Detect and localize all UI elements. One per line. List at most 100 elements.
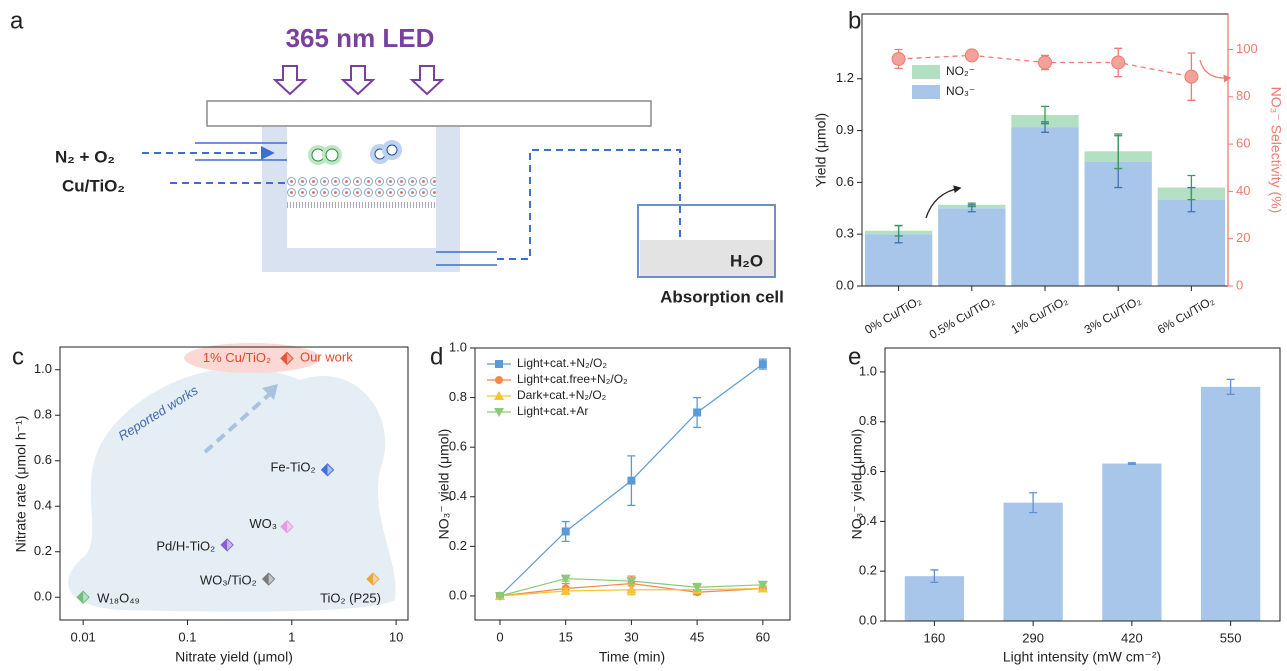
y2-axis-label: NO₃⁻ Selectivity (%) xyxy=(1268,87,1284,214)
error-bar xyxy=(1127,462,1136,465)
solution-label: H₂O xyxy=(730,251,763,270)
marker-fill xyxy=(321,463,328,476)
marker xyxy=(1038,55,1052,70)
catalyst-layer xyxy=(287,176,436,198)
marker xyxy=(757,580,768,590)
marker xyxy=(561,527,570,536)
marker xyxy=(560,574,571,584)
marker xyxy=(1111,55,1126,70)
y-tick-label: 0.3 xyxy=(836,226,854,241)
bar xyxy=(904,576,964,621)
light-arrows xyxy=(272,65,445,96)
setup-diagram: a 365 nm LED N₂ + O₂ Cu/TiO₂ H₂O Absorpt… xyxy=(10,7,784,306)
x-tick-label: 420 xyxy=(1121,630,1143,645)
panel-label: a xyxy=(10,7,24,34)
gas-label: N₂ + O₂ xyxy=(55,147,115,166)
y-tick-label: 0.2 xyxy=(449,538,467,553)
inlet-pipe xyxy=(195,142,287,161)
panel-label: c xyxy=(12,343,24,370)
bar xyxy=(938,208,1006,286)
marker xyxy=(494,391,504,400)
error-bar xyxy=(1226,378,1235,395)
y-tick-label: 1.0 xyxy=(449,339,467,354)
error-bar xyxy=(1187,174,1196,201)
y-tick-label: 0.0 xyxy=(34,589,52,604)
bar xyxy=(1201,386,1261,621)
y-tick-label: 0.2 xyxy=(859,563,877,578)
marker-fill xyxy=(281,352,288,365)
x-tick-label: 290 xyxy=(1022,630,1044,645)
bar xyxy=(1003,502,1063,621)
marker xyxy=(692,583,703,593)
x-tick-label: 160 xyxy=(924,630,946,645)
y-tick-label: 1.2 xyxy=(836,70,854,85)
marker xyxy=(560,585,571,595)
legend-label: Light+cat.+Ar xyxy=(517,404,588,418)
water xyxy=(640,240,774,276)
point-label: W₁₈O₄₉ xyxy=(97,591,140,606)
y-tick-label: 0.8 xyxy=(859,413,877,428)
lid xyxy=(206,100,652,127)
x-tick-label: 0% Cu/TiO₂ xyxy=(862,293,924,337)
y-tick-label: 0.6 xyxy=(836,174,854,189)
marker xyxy=(495,376,503,384)
point-label: Fe-TiO₂ xyxy=(270,459,315,474)
y-axis-label: NO₃⁻ yield (μmol) xyxy=(849,429,865,540)
legend-label: Light+cat.free+N₂/O₂ xyxy=(517,372,628,386)
marker xyxy=(693,408,702,417)
y-tick-label: 0.6 xyxy=(859,463,877,478)
marker-fill xyxy=(281,520,288,533)
marker xyxy=(320,463,335,477)
marker xyxy=(366,572,380,586)
x-tick-label: 0 xyxy=(496,629,503,644)
error-bar xyxy=(930,569,939,584)
point-label: WO₃ xyxy=(249,516,277,531)
y2-tick-label: 40 xyxy=(1236,183,1250,198)
y-tick-label: 0.2 xyxy=(34,543,52,558)
x-tick-label: 550 xyxy=(1220,630,1242,645)
marker xyxy=(494,591,505,601)
plot-frame xyxy=(474,347,791,621)
trend-arrowhead xyxy=(262,384,278,400)
error-bar xyxy=(1029,492,1038,514)
marker xyxy=(494,408,504,417)
point-label: WO₃/TiO₂ xyxy=(200,572,257,587)
legend-label: Light+cat.+N₂/O₂ xyxy=(517,356,607,370)
absorption-cell xyxy=(637,204,776,278)
x-tick-label: 15 xyxy=(558,629,572,644)
y-tick-label: 1.0 xyxy=(34,361,52,376)
bar xyxy=(1157,199,1226,286)
panel-label: e xyxy=(848,343,861,370)
light-source: 365 nm LED xyxy=(286,23,435,53)
plot-frame xyxy=(884,347,1281,622)
marker xyxy=(626,577,637,587)
error-bar xyxy=(894,224,903,237)
bar xyxy=(1102,463,1162,621)
x-tick-label: 1% Cu/TiO₂ xyxy=(1009,293,1071,337)
marker xyxy=(280,351,294,366)
marker xyxy=(76,590,90,604)
y-tick-label: 0.8 xyxy=(34,407,52,422)
y-tick-label: 0.0 xyxy=(449,587,467,602)
y2-tick-label: 0 xyxy=(1236,277,1243,292)
legend-swatch xyxy=(912,85,940,99)
y-tick-label: 0.9 xyxy=(836,122,854,137)
n2-molecule xyxy=(308,145,342,165)
error-bar xyxy=(1114,133,1123,170)
y-tick-label: 0.8 xyxy=(449,389,467,404)
legend-label: Dark+cat.+N₂/O₂ xyxy=(517,388,607,402)
panel-label: b xyxy=(848,7,861,34)
marker-fill xyxy=(221,538,228,551)
point-label: TiO₂ (P25) xyxy=(320,590,381,605)
x-axis-label: Time (min) xyxy=(599,649,665,665)
x-tick-label: 45 xyxy=(690,629,704,644)
bar xyxy=(1011,127,1079,286)
x-tick-label: 60 xyxy=(756,629,770,644)
x-tick-label: 6% Cu/TiO₂ xyxy=(1155,293,1217,337)
x-tick-label: 0.01 xyxy=(70,629,95,644)
panel-label: d xyxy=(430,343,443,370)
y2-tick-label: 80 xyxy=(1236,88,1250,103)
our-work-highlight xyxy=(184,343,320,373)
o2-molecule xyxy=(370,140,402,164)
